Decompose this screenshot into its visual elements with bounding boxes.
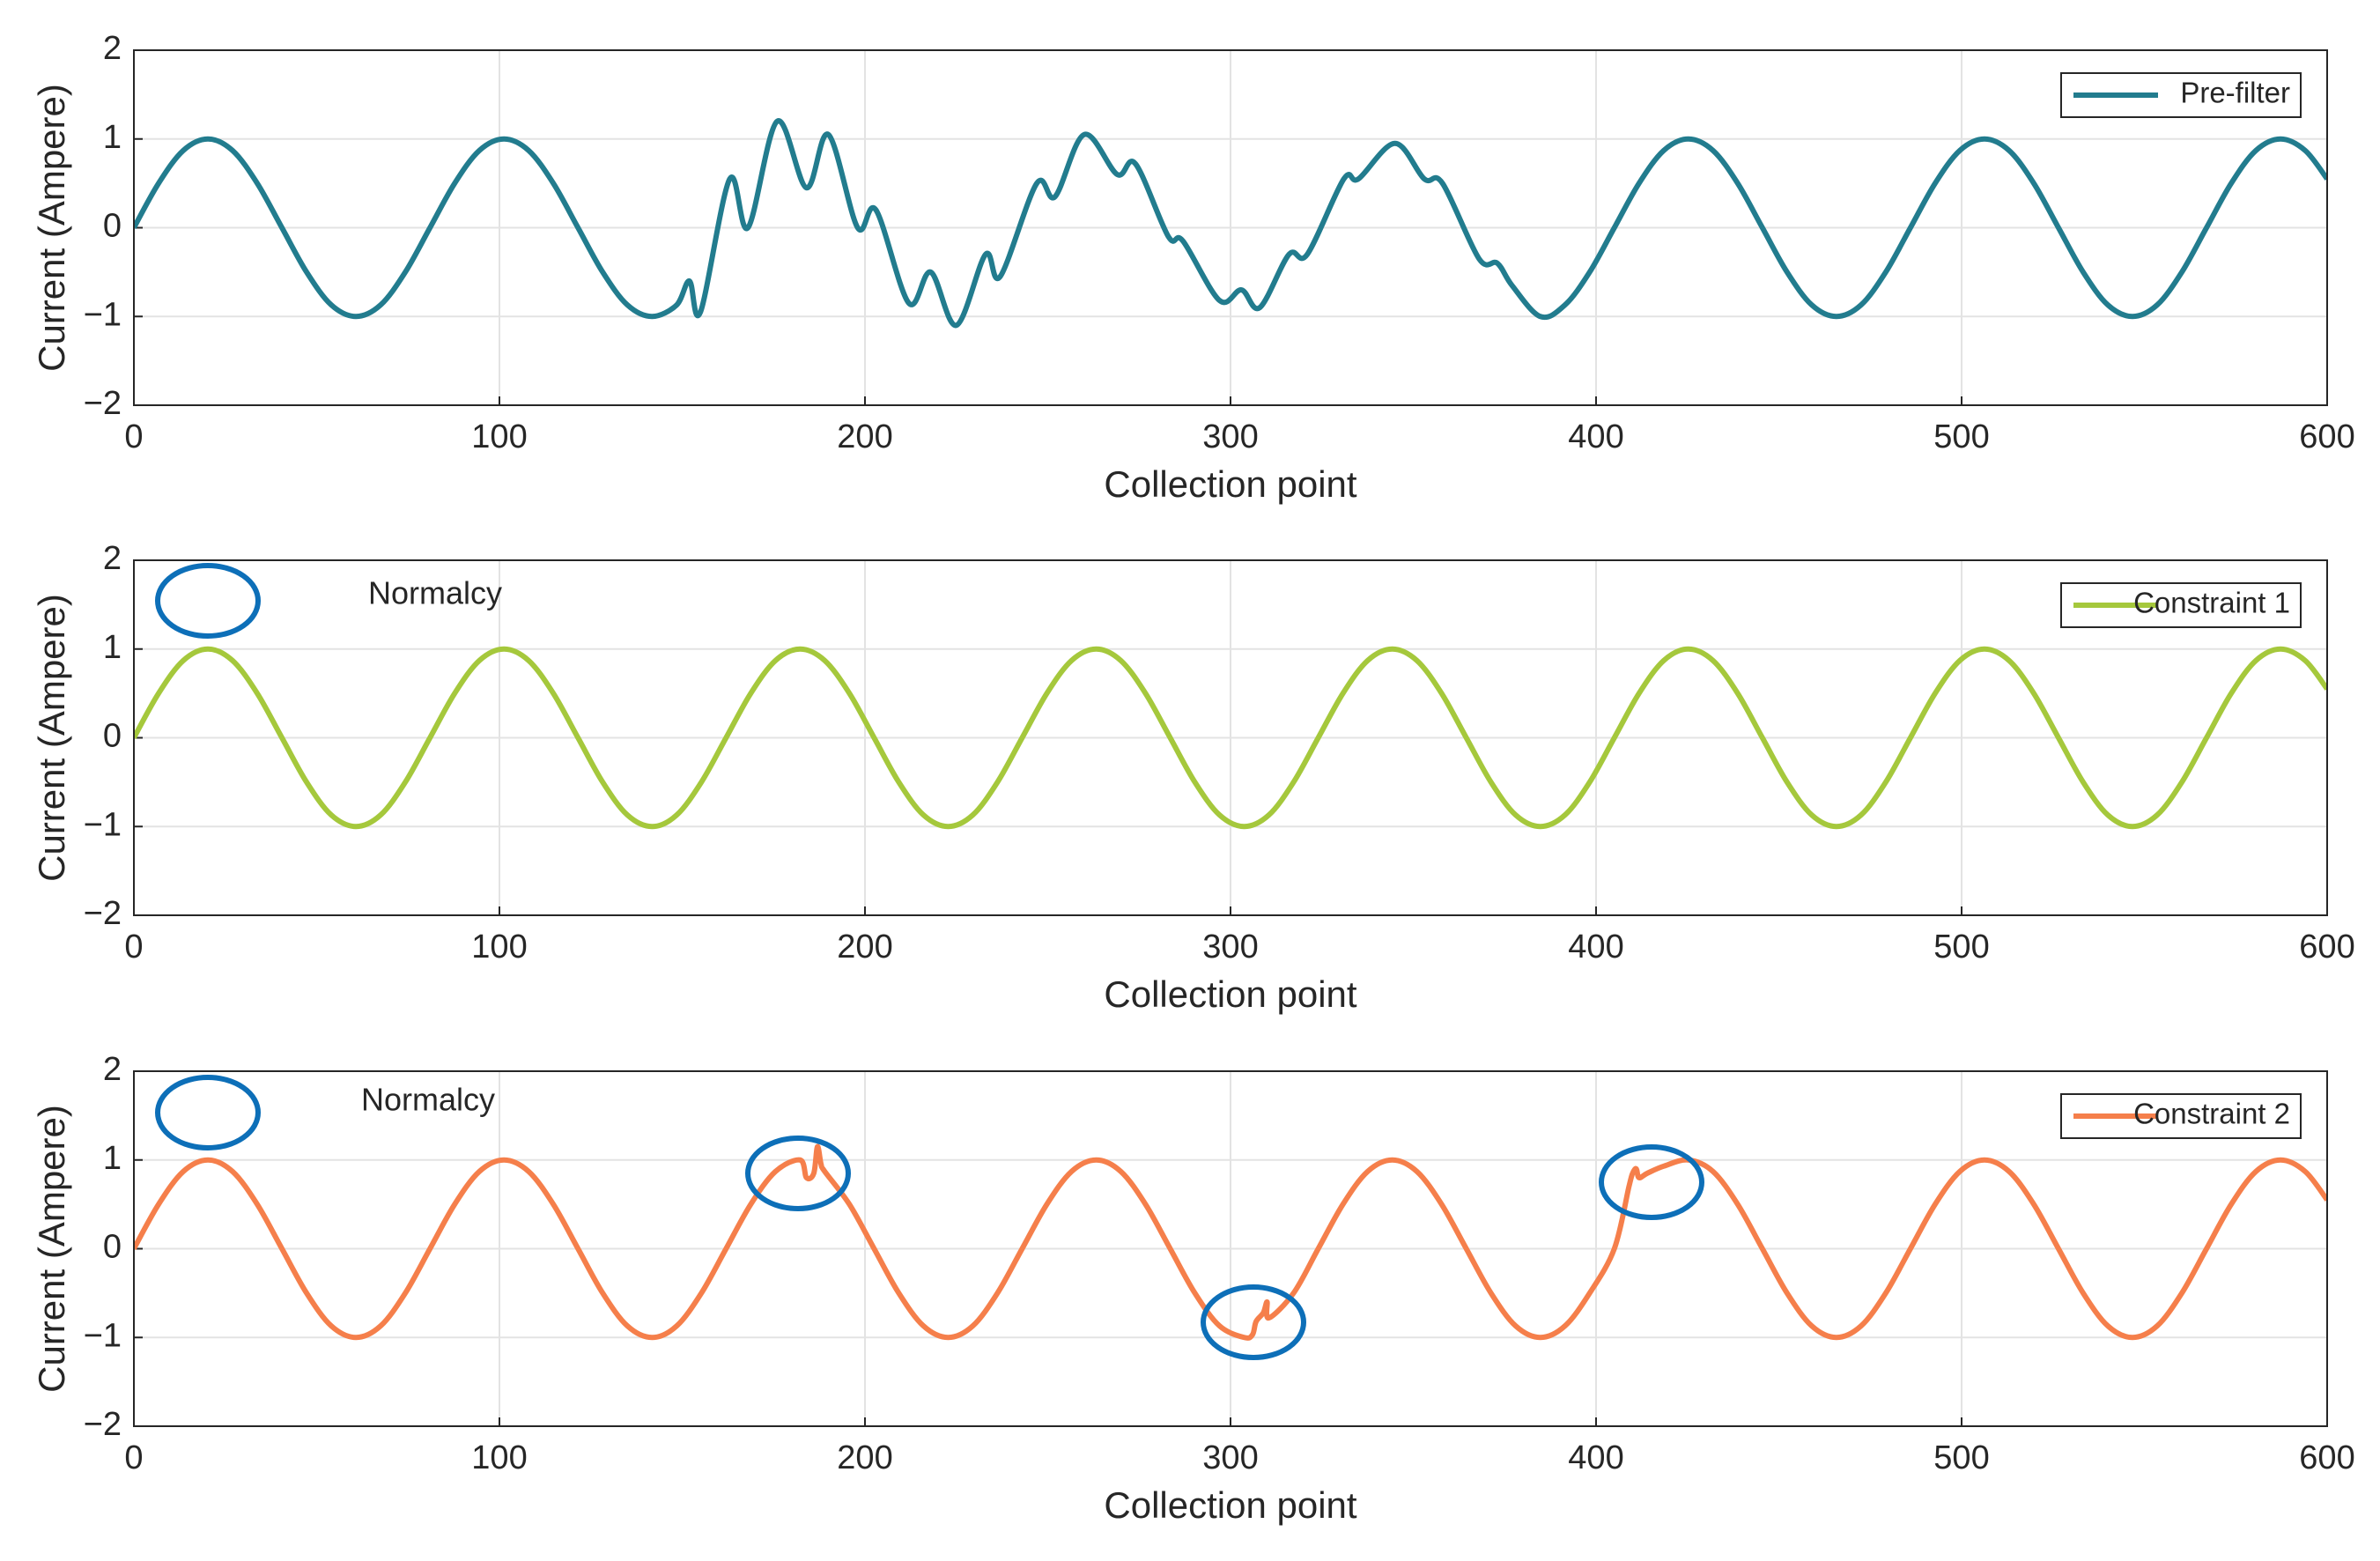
x-tick-label: 600 [2299,1439,2354,1476]
y-tick-label: 1 [103,119,122,156]
plot-lines [134,646,2327,830]
annotation: Normalcy [361,1082,495,1118]
axes-box [133,559,2328,916]
x-tick-label: 300 [1202,1439,1258,1476]
legend-label: Pre-filter [2180,77,2290,109]
x-tick-label: 200 [837,928,892,965]
annotations: Normalcy Normalcy [155,563,1704,1360]
x-tick-label: 100 [471,928,527,965]
y-tick-label: −2 [84,385,122,422]
plot-lines [134,118,2327,329]
y-tick-label: 1 [103,629,122,666]
data-line [134,118,2327,329]
data-line [134,646,2327,830]
x-tick-label: 0 [124,1439,143,1476]
y-tick-label: 2 [103,1051,122,1088]
annotation: Normalcy [368,575,502,611]
x-tick-label: 200 [837,418,892,455]
x-tick-label: 0 [124,928,143,965]
y-tick-label: 0 [103,208,122,245]
y-tick-label: −2 [84,895,122,932]
x-tick-label: 400 [1568,1439,1623,1476]
legend-label: Constraint 2 [2133,1098,2290,1130]
x-tick-label: 400 [1568,928,1623,965]
axes-box [133,1070,2328,1427]
x-tick-label: 0 [124,418,143,455]
y-tick-label: 2 [103,540,122,577]
y-axis-label: Current (Ampere) [31,84,72,372]
x-axis-label: Collection point [1104,463,1357,505]
y-tick-label: −1 [84,296,122,333]
x-axis-label: Collection point [1104,1484,1357,1526]
y-axis-label: Current (Ampere) [31,1105,72,1393]
data-line [134,1143,2327,1341]
x-tick-label: 100 [471,418,527,455]
x-axis-label: Collection point [1104,973,1357,1015]
x-tick-label: 400 [1568,418,1623,455]
y-tick-label: 0 [103,718,122,755]
highlight-ring [745,1136,851,1211]
y-tick-label: −1 [84,806,122,843]
legend-label: Constraint 1 [2133,587,2290,619]
x-tick-label: 600 [2299,928,2354,965]
y-axis-label: Current (Ampere) [31,594,72,882]
x-tick-label: 600 [2299,418,2354,455]
y-tick-label: −2 [84,1406,122,1443]
x-tick-label: 500 [1933,418,1989,455]
x-tick-label: 500 [1933,1439,1989,1476]
x-tick-label: 100 [471,1439,527,1476]
axes-box [133,49,2328,406]
highlight-ring [1599,1144,1704,1220]
y-tick-label: −1 [84,1317,122,1354]
x-tick-label: 500 [1933,928,1989,965]
y-tick-label: 0 [103,1229,122,1266]
highlight-ring [1201,1284,1306,1360]
plot-lines [134,1143,2327,1341]
legend-box [2060,582,2302,628]
x-tick-label: 300 [1202,928,1258,965]
y-tick-label: 1 [103,1140,122,1177]
y-tick-label: 2 [103,30,122,67]
highlight-ring [155,563,261,639]
x-tick-label: 200 [837,1439,892,1476]
x-tick-label: 300 [1202,418,1258,455]
highlight-ring [155,1075,261,1150]
